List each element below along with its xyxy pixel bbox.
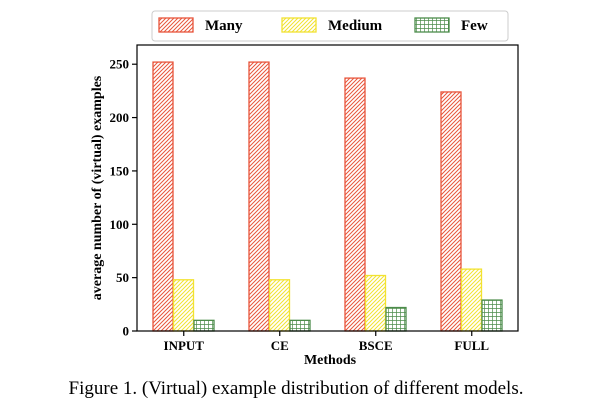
bar-medium-input [172,279,195,332]
y-axis-title: average number of (virtual) examples [90,75,105,300]
bar-few-ce [289,319,311,332]
figure-caption: Figure 1. (Virtual) example distribution… [68,378,524,399]
bar-few-full [481,299,503,332]
bar-few-input [193,319,215,332]
legend-label-many: Many [205,18,243,34]
y-tick-label: 100 [110,217,130,232]
bar-chart: Many Medium Few 0 50 100 150 200 250 INPUT CE BSC… [90,10,519,368]
bar-medium-bsce [364,274,387,332]
y-axis: 0 50 100 150 200 250 [110,57,137,339]
legend: Many Medium Few [151,10,509,42]
x-axis-title: Methods [304,353,357,368]
bar-medium-ce [268,279,291,332]
x-tick-label-input: INPUT [164,338,205,353]
bar-many-bsce [344,77,366,332]
bar-many-ce [248,61,270,332]
legend-swatch-many [158,17,194,33]
bar-few-bsce [385,306,407,332]
plot-frame [136,44,519,332]
x-tick-label-full: FULL [454,338,489,353]
x-axis: INPUT CE BSCE FULL [164,331,489,353]
x-tick-label-bsce: BSCE [359,338,393,353]
legend-label-few: Few [461,18,488,34]
plot-area [136,44,519,332]
y-tick-label: 150 [110,163,130,178]
bar-many-full [440,91,462,332]
bar-medium-full [460,268,483,332]
legend-swatch-few [414,17,450,33]
y-tick-label: 250 [110,57,130,72]
y-tick-label: 200 [110,110,130,125]
legend-swatch-medium [281,17,317,33]
y-tick-label: 0 [123,324,130,339]
bar-many-input [152,61,174,332]
legend-label-medium: Medium [328,18,383,34]
x-tick-label-ce: CE [271,338,289,353]
y-tick-label: 50 [116,270,129,285]
